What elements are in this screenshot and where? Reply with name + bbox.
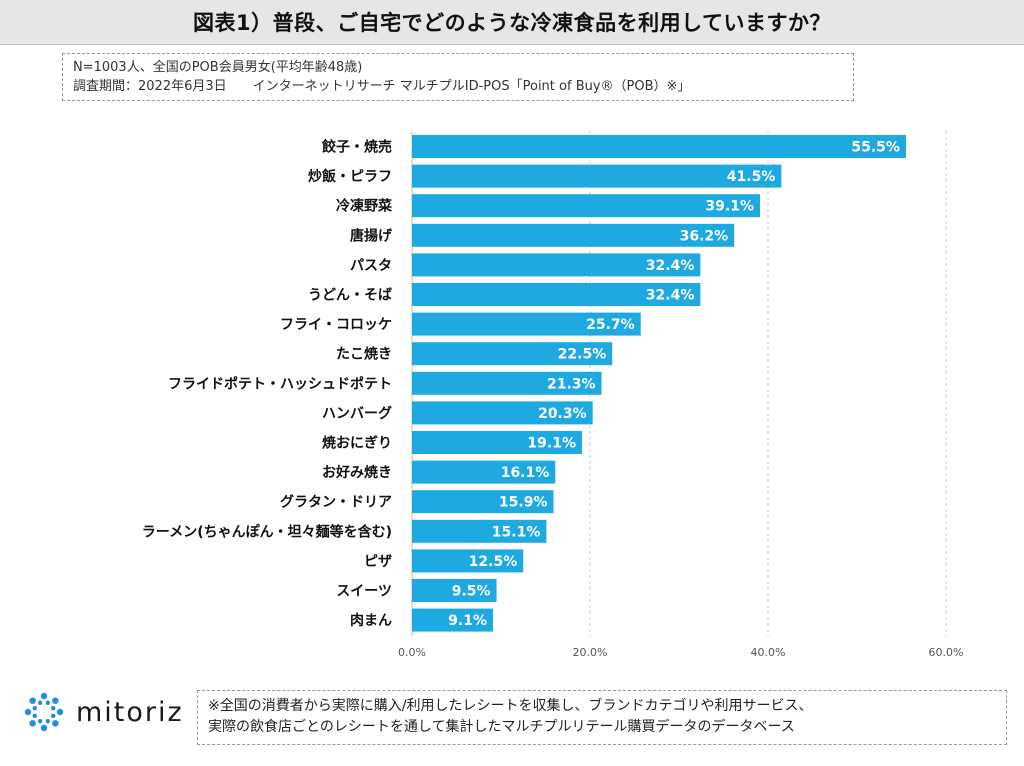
bar [412,283,701,306]
category-label: お好み焼き [322,464,392,481]
bar-value-label: 21.3% [547,376,596,392]
chart-title: 図表1）普段、ご自宅でどのような冷凍食品を利用していますか？ [193,11,831,35]
bar-value-label: 15.9% [499,495,548,511]
mitoriz-logo: mitoriz [20,690,190,734]
logo-dot [45,719,51,724]
category-label: 唐揚げ [350,227,393,244]
bar-value-label: 55.5% [851,140,900,156]
logo-dot [40,724,48,732]
bar [412,549,524,573]
footer-note-line-2: 実際の飲食店ごとのレシートを通して集計したマルチプルリテール購買データのデータベ… [208,719,795,735]
footer-note: ※全国の消費者から実際に購入/利用したレシートを収集し、ブランドカテゴリや利用サ… [197,690,1007,745]
bar-value-label: 25.7% [586,317,635,333]
logo-dot [32,705,37,711]
category-label: フライドポテト・ハッシュドポテト [168,375,392,392]
logo-dot [32,713,37,719]
bar-value-label: 20.3% [538,406,587,422]
logo-dot [52,720,59,727]
category-label: ハンバーグ [322,405,392,422]
bar-value-label: 9.1% [448,613,487,629]
survey-note-line-2: 調査期間：2022年6月3日 インターネットリサーチ マルチプルID-POS「P… [73,79,691,94]
bar-chart: 0.0% 20.0% 40.0% 60.0% 55.5% 餃子・焼売 41.5% 炒飯・ピラフ… [142,131,964,659]
bar [412,194,760,218]
logo-dot [51,713,56,719]
logo-dot [56,708,64,716]
logo-dot [24,708,32,716]
bar-value-label: 32.4% [646,288,695,304]
bar-value-label: 12.5% [469,554,518,570]
category-label: 焼おにぎり [322,435,392,452]
logo-dot [29,720,36,727]
title-bar: 図表1）普段、ご自宅でどのような冷凍食品を利用していますか？ [0,0,1024,45]
category-label: フライ・コロッケ [280,317,392,333]
category-label: たこ焼き [336,346,392,363]
footer-note-line-1: ※全国の消費者から実際に購入/利用したレシートを収集し、ブランドカテゴリや利用サ… [208,698,813,714]
bar-value-label: 16.1% [501,465,550,481]
logo-dot [51,705,56,711]
bar [412,431,582,454]
bar [412,579,497,602]
bar-value-label: 39.1% [705,199,754,215]
bar-value-label: 41.5% [727,169,776,185]
category-label: 冷凍野菜 [336,198,393,215]
category-label: ピザ [364,554,392,570]
logo-text: mitoriz [76,696,184,728]
bar-value-label: 15.1% [492,524,541,540]
category-label: うどん・そば [308,288,392,304]
bar [412,371,602,395]
bar [412,460,556,484]
bar [412,401,593,425]
logo-dot [37,719,43,724]
x-tick-label: 40.0% [751,646,786,659]
logo-dot [52,697,59,704]
bar-value-label: 32.4% [646,258,695,274]
bar [412,342,613,366]
category-label: 肉まん [350,612,392,629]
bar [412,253,701,277]
bar-value-label: 36.2% [680,228,729,244]
x-tick-label: 20.0% [573,646,608,659]
survey-note-line-1: N=1003人、全国のPOB会員男女(平均年齢48歳) [73,60,363,75]
logo-star-icon [24,692,64,732]
x-tick-label: 60.0% [929,646,964,659]
logo-dot [37,700,43,705]
category-label: 餃子・焼売 [322,139,392,156]
category-label: スイーツ [336,584,392,600]
category-label: 炒飯・ピラフ [308,168,392,185]
logo-dot [29,697,36,704]
bar-value-label: 19.1% [527,436,576,452]
category-label: パスタ [350,258,392,274]
bar-value-label: 9.5% [452,584,491,600]
category-label: ラーメン(ちゃんぽん・坦々麺等を含む) [142,523,392,540]
bar [412,164,782,188]
category-label: グラタン・ドリア [280,494,392,511]
bar [412,490,554,514]
bar [412,223,735,247]
bar [412,312,641,336]
logo-dot [40,692,48,700]
survey-note: N=1003人、全国のPOB会員男女(平均年齢48歳) 調査期間：2022年6月… [62,53,854,101]
bar-value-label: 22.5% [558,347,607,363]
logo-dot [45,700,51,705]
x-tick-label: 0.0% [398,646,426,659]
bar [412,608,493,632]
bar [412,519,547,543]
bar [412,135,906,158]
